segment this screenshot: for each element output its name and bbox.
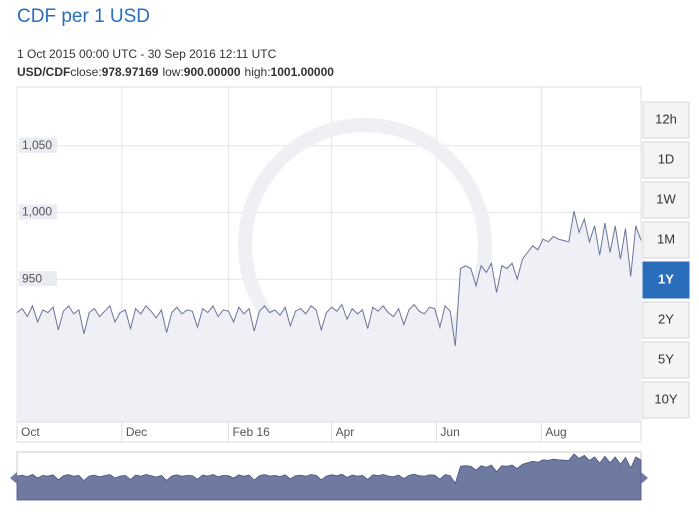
stat-value: 900.00000	[184, 65, 241, 79]
navigator-area	[16, 453, 642, 501]
stats-line: USD/CDFclose:978.97169 low:900.00000 high:…	[17, 65, 334, 79]
range-button-bg	[642, 301, 690, 339]
range-button-bg	[642, 221, 690, 259]
range-button-label: 1D	[658, 151, 675, 166]
range-button-bg	[642, 261, 690, 299]
range-button-bg	[642, 141, 690, 179]
line	[16, 210, 642, 346]
area	[17, 211, 641, 422]
y-tick-bg	[19, 271, 57, 287]
range-button-bg	[642, 101, 690, 139]
range-button[interactable]: 1D	[642, 141, 690, 179]
range-button-bg	[642, 381, 690, 419]
stat-label: close:	[70, 65, 101, 79]
range-button-label: 12h	[655, 111, 677, 126]
y-tick-label: 1,000	[22, 205, 52, 219]
x-tick-label: Dec	[126, 425, 147, 439]
range-button[interactable]: 12h	[642, 101, 690, 139]
range-button-label: 1M	[657, 231, 675, 246]
range-button-bg	[642, 181, 690, 219]
range-button-bg	[642, 341, 690, 379]
stat-value: 978.97169	[102, 65, 159, 79]
range-button-label: 10Y	[654, 391, 677, 406]
navigator-handle[interactable]	[10, 472, 17, 484]
range-button-label: 5Y	[658, 351, 674, 366]
range-button-label: 1W	[656, 191, 676, 206]
x-tick-label: Jun	[440, 425, 459, 439]
y-tick-label: 950	[22, 271, 42, 285]
navigator-handle[interactable]	[641, 472, 648, 484]
chart-subtitle: 1 Oct 2015 00:00 UTC - 30 Sep 2016 12:11…	[17, 47, 277, 61]
range-button-label: 2Y	[658, 311, 674, 326]
y-tick-bg	[19, 137, 57, 153]
range-button[interactable]: 5Y	[642, 341, 690, 379]
stat-label: low:	[162, 65, 183, 79]
chart-title: CDF per 1 USD	[17, 6, 150, 27]
y-tick-label: 1,050	[22, 138, 52, 152]
x-tick-label: Feb 16	[232, 425, 270, 439]
range-button[interactable]: 1Y	[642, 261, 690, 299]
x-tick-label: Apr	[336, 425, 355, 439]
pair: USD/CDF	[17, 65, 70, 79]
range-button[interactable]: 1W	[642, 181, 690, 219]
x-tick-label: Oct	[21, 425, 40, 439]
range-button[interactable]: 1M	[642, 221, 690, 259]
y-tick-bg	[19, 204, 57, 220]
stat-value: 1001.00000	[271, 65, 335, 79]
x-tick-label: Aug	[545, 425, 566, 439]
stat-label: high:	[245, 65, 271, 79]
range-button[interactable]: 10Y	[642, 381, 690, 419]
range-button-label: 1Y	[658, 271, 674, 286]
range-button[interactable]: 2Y	[642, 301, 690, 339]
